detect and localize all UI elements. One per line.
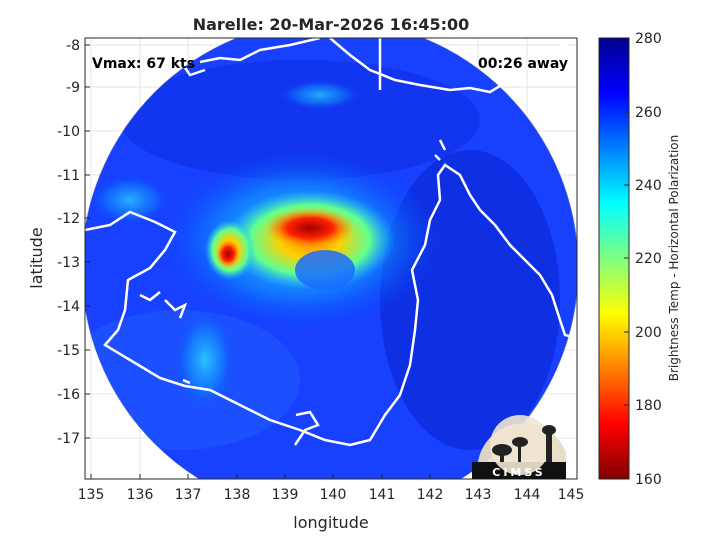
colorbar-ticks xyxy=(624,37,629,480)
y-tick-label: -9 xyxy=(66,80,80,96)
x-tick-label: 138 xyxy=(224,487,251,503)
colorbar-tick-label: 180 xyxy=(635,398,662,414)
colorbar-label: Brightness Temp - Horizontal Polarizatio… xyxy=(667,135,681,382)
x-tick-label: 142 xyxy=(417,487,444,503)
vmax-label: Vmax: 67 kts xyxy=(92,56,195,72)
x-axis-label: longitude xyxy=(293,513,368,532)
axes-frame xyxy=(84,37,578,480)
tick-marks xyxy=(85,44,528,479)
x-tick-label: 145 xyxy=(558,487,585,503)
y-tick-label: -15 xyxy=(57,343,80,359)
cimss-logo: CIMSS xyxy=(472,415,566,479)
y-tick-label: -16 xyxy=(57,387,80,403)
x-tick-label: 136 xyxy=(127,487,154,503)
logo-text: CIMSS xyxy=(492,466,545,479)
x-tick-label: 139 xyxy=(272,487,299,503)
x-tick-label: 143 xyxy=(465,487,492,503)
colorbar-tick-label: 200 xyxy=(635,325,662,341)
chart-title: Narelle: 20-Mar-2026 16:45:00 xyxy=(193,15,470,34)
colorbar-tick-label: 260 xyxy=(635,105,662,121)
coastline xyxy=(85,38,577,447)
y-tick-label: -11 xyxy=(57,168,80,184)
x-tick-label: 144 xyxy=(514,487,541,503)
y-tick-label: -10 xyxy=(57,124,80,140)
y-tick-label: -14 xyxy=(57,299,80,315)
colorbar-tick-label: 220 xyxy=(635,251,662,267)
y-tick-label: -12 xyxy=(57,211,80,227)
y-tick-label: -17 xyxy=(57,431,80,447)
colorbar-tick-label: 240 xyxy=(635,178,662,194)
x-tick-label: 141 xyxy=(369,487,396,503)
colorbar-tick-label: 160 xyxy=(635,472,662,488)
x-tick-label: 140 xyxy=(320,487,347,503)
colorbar-tick-label: 280 xyxy=(635,31,662,47)
x-tick-label: 137 xyxy=(175,487,202,503)
y-tick-label: -13 xyxy=(57,255,80,271)
y-tick-label: -8 xyxy=(66,38,80,54)
time-offset-label: 00:26 away xyxy=(478,56,568,72)
x-tick-label: 135 xyxy=(78,487,105,503)
y-axis-label: latitude xyxy=(27,227,46,288)
swath-image xyxy=(85,38,577,479)
